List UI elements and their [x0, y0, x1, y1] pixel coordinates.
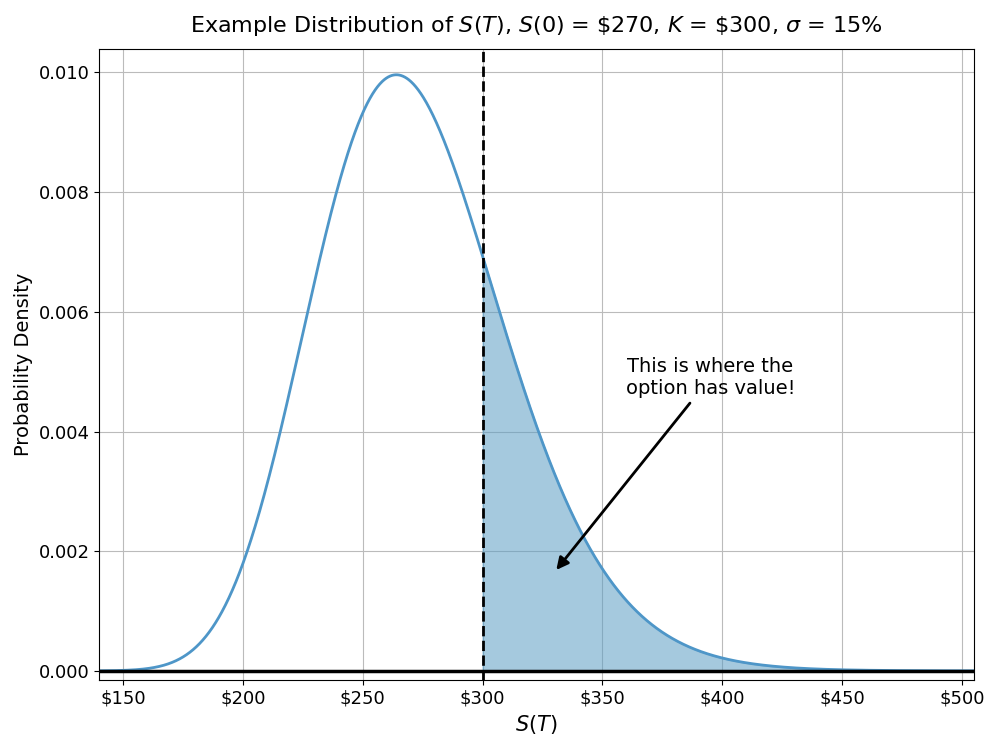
- Title: Example Distribution of $S(T)$, $S(0)$ = \$270, $K$ = \$300, $\sigma$ = 15%: Example Distribution of $S(T)$, $S(0)$ =…: [190, 14, 883, 38]
- Y-axis label: Probability Density: Probability Density: [14, 272, 33, 456]
- X-axis label: $S(T)$: $S(T)$: [515, 713, 558, 736]
- Text: This is where the
option has value!: This is where the option has value!: [558, 357, 795, 568]
